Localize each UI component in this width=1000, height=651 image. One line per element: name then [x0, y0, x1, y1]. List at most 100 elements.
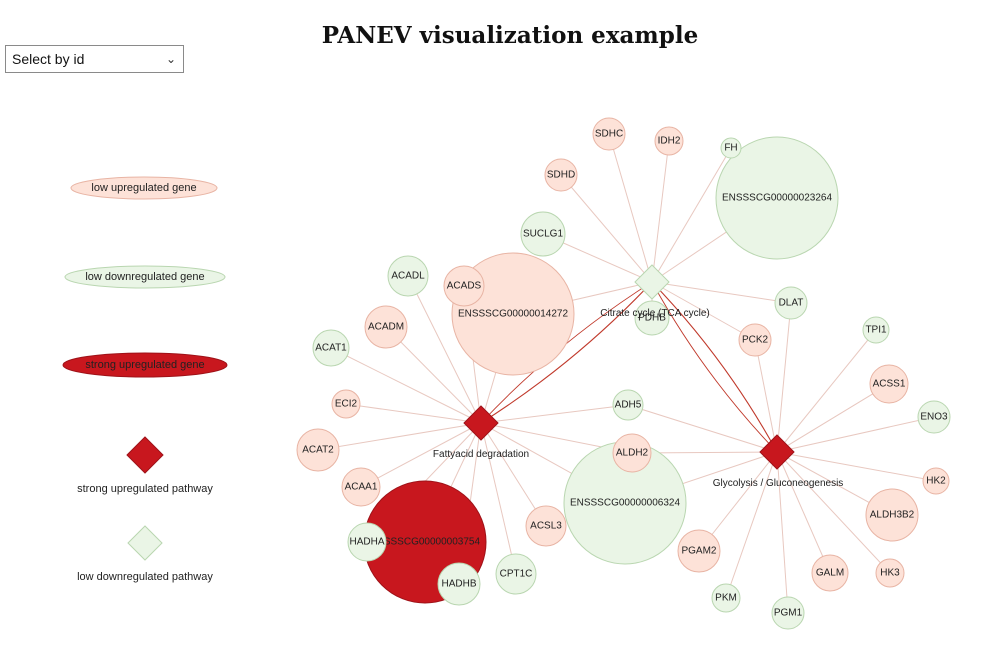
legend-strong-upregulated-gene-label: strong upregulated gene — [85, 359, 204, 371]
edges — [317, 133, 937, 614]
gene-circle[interactable] — [525, 505, 567, 547]
gene-circle[interactable] — [612, 433, 652, 473]
legend-low-downregulated-gene-swatch — [64, 265, 226, 289]
pathway-diamond[interactable] — [463, 405, 499, 441]
gene-label: ENSSSCG00000014272 — [458, 309, 569, 320]
gene-label: FH — [724, 143, 737, 154]
gene-circle[interactable] — [634, 300, 670, 336]
gene-circle[interactable] — [774, 286, 808, 320]
nodes: ENSSSCG00000023264 ENSSSCG00000014272 ENSS… — [296, 117, 951, 630]
gene-label: CPT1C — [500, 569, 533, 580]
gene-node-sdhd[interactable]: SDHD — [544, 158, 578, 192]
gene-circle[interactable] — [387, 255, 429, 297]
gene-label: PKM — [715, 593, 737, 604]
gene-node-enssscg00000023264[interactable]: ENSSSCG00000023264 — [715, 136, 839, 260]
gene-node-dlat[interactable]: DLAT — [774, 286, 808, 320]
gene-label: HK2 — [926, 476, 946, 487]
gene-label: GALM — [816, 568, 844, 579]
pathway-node-fattyacid-degradation[interactable]: Fattyacid degradation — [433, 405, 529, 460]
gene-node-aldh2[interactable]: ALDH2 — [612, 433, 652, 473]
gene-circle[interactable] — [862, 316, 890, 344]
gene-label: ACSL3 — [530, 521, 562, 532]
gene-node-eno3[interactable]: ENO3 — [917, 400, 951, 434]
pathway-node-glycolysis-gluconeogenesis[interactable]: Glycolysis / Gluconeogenesis — [713, 434, 844, 489]
gene-label: HADHA — [349, 537, 384, 548]
gene-node-acat2[interactable]: ACAT2 — [296, 428, 340, 472]
gene-circle[interactable] — [612, 389, 644, 421]
gene-node-eci2[interactable]: ECI2 — [331, 389, 361, 419]
gene-node-hadhb[interactable]: HADHB — [437, 562, 481, 606]
pathway-node-citrate-cycle-tca-cycle[interactable]: Citrate cycle (TCA cycle) — [600, 264, 710, 319]
gene-node-fh[interactable]: FH — [720, 137, 742, 159]
gene-node-acat1[interactable]: ACAT1 — [312, 329, 350, 367]
gene-circle[interactable] — [869, 364, 909, 404]
gene-circle[interactable] — [437, 562, 481, 606]
gene-node-idh2[interactable]: IDH2 — [654, 126, 684, 156]
edge-fatty-citrate — [480, 281, 653, 424]
gene-circle[interactable] — [364, 305, 408, 349]
gene-node-hk3[interactable]: HK3 — [875, 558, 905, 588]
gene-circle[interactable] — [922, 467, 950, 495]
legend: low upregulated gene low downregulated ge… — [62, 176, 228, 583]
gene-circle[interactable] — [443, 265, 485, 307]
gene-label: ECI2 — [335, 399, 358, 410]
gene-node-pkm[interactable]: PKM — [711, 583, 741, 613]
gene-circle[interactable] — [720, 137, 742, 159]
gene-label: ENO3 — [920, 412, 948, 423]
gene-circle[interactable] — [917, 400, 951, 434]
legend-low-upregulated-gene-label: low upregulated gene — [91, 182, 196, 194]
gene-circle[interactable] — [592, 117, 626, 151]
gene-circle[interactable] — [771, 596, 805, 630]
gene-node-adh5[interactable]: ADH5 — [612, 389, 644, 421]
gene-node-acaa1[interactable]: ACAA1 — [341, 467, 381, 507]
gene-circle[interactable] — [715, 136, 839, 260]
gene-circle[interactable] — [347, 522, 387, 562]
gene-label: ENSSSCG00000006324 — [570, 498, 681, 509]
pathway-diamond[interactable] — [759, 434, 795, 470]
gene-label: ACADS — [447, 281, 482, 292]
gene-label: ACAT2 — [302, 445, 334, 456]
gene-circle[interactable] — [875, 558, 905, 588]
gene-node-pdhb[interactable]: PDHB — [634, 300, 670, 336]
gene-node-pck2[interactable]: PCK2 — [738, 323, 772, 357]
edge-fh-citrate — [651, 147, 732, 283]
gene-node-pgam2[interactable]: PGAM2 — [677, 529, 721, 573]
gene-node-aldh3b2[interactable]: ALDH3B2 — [865, 488, 919, 542]
gene-circle[interactable] — [341, 467, 381, 507]
gene-node-suclg1[interactable]: SUCLG1 — [520, 211, 566, 257]
edge-pck2-glyco — [754, 339, 778, 453]
edge-acadl-fatty — [407, 275, 482, 424]
pathway-diamond[interactable] — [634, 264, 670, 300]
gene-node-cpt1c[interactable]: CPT1C — [495, 553, 537, 595]
gene-node-acss1[interactable]: ACSS1 — [869, 364, 909, 404]
edge-cpt1c-fatty — [480, 422, 517, 575]
gene-node-acads[interactable]: ACADS — [443, 265, 485, 307]
gene-node-tpi1[interactable]: TPI1 — [862, 316, 890, 344]
gene-circle[interactable] — [711, 583, 741, 613]
gene-label: SDHD — [547, 170, 575, 181]
gene-circle[interactable] — [738, 323, 772, 357]
gene-node-hk2[interactable]: HK2 — [922, 467, 950, 495]
gene-circle[interactable] — [520, 211, 566, 257]
gene-node-acsl3[interactable]: ACSL3 — [525, 505, 567, 547]
gene-circle[interactable] — [331, 389, 361, 419]
edge-sdhc-citrate — [608, 133, 653, 283]
select-by-id-dropdown[interactable]: Select by id ⌄ — [5, 45, 184, 73]
gene-circle[interactable] — [312, 329, 350, 367]
gene-node-acadl[interactable]: ACADL — [387, 255, 429, 297]
gene-node-pgm1[interactable]: PGM1 — [771, 596, 805, 630]
gene-circle[interactable] — [811, 554, 849, 592]
gene-node-galm[interactable]: GALM — [811, 554, 849, 592]
gene-circle[interactable] — [495, 553, 537, 595]
edge-sdhd-citrate — [560, 174, 653, 283]
gene-node-enssscg00000006324[interactable]: ENSSSCG00000006324 — [563, 441, 687, 565]
gene-circle[interactable] — [544, 158, 578, 192]
gene-circle[interactable] — [296, 428, 340, 472]
gene-circle[interactable] — [654, 126, 684, 156]
gene-node-hadha[interactable]: HADHA — [347, 522, 387, 562]
gene-circle[interactable] — [677, 529, 721, 573]
gene-node-sdhc[interactable]: SDHC — [592, 117, 626, 151]
gene-node-acadm[interactable]: ACADM — [364, 305, 408, 349]
gene-circle[interactable] — [865, 488, 919, 542]
